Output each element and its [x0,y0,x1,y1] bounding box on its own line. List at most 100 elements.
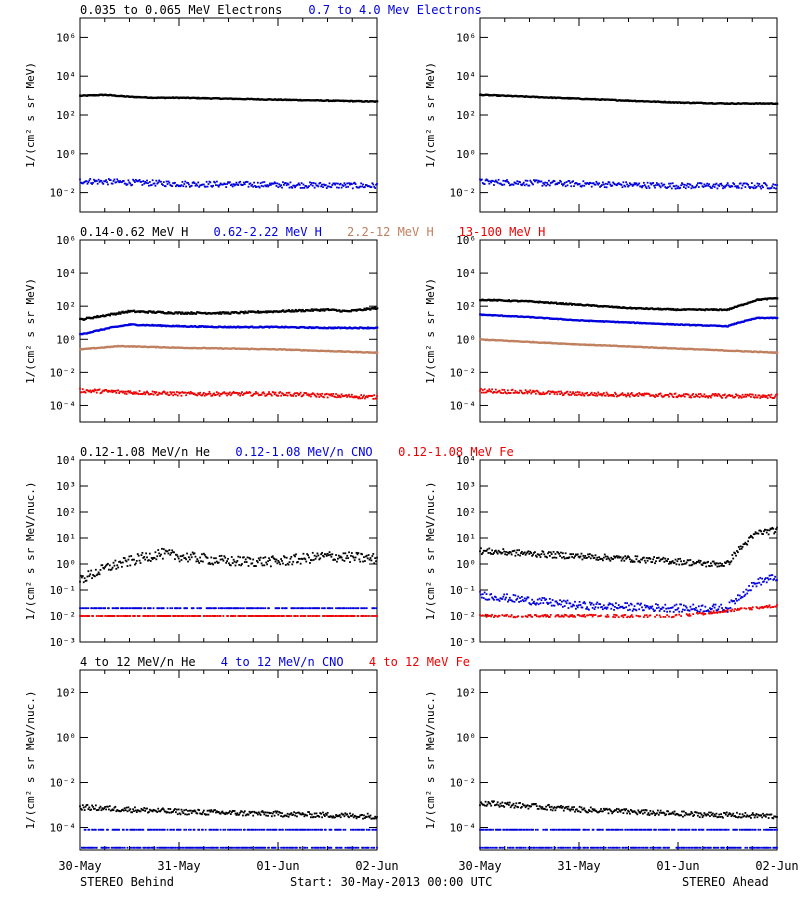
data-point [316,99,319,102]
data-point [231,326,234,329]
data-point [735,554,737,557]
data-point [671,101,674,104]
data-point [691,563,694,566]
data-point [489,551,492,554]
data-point [107,562,109,565]
data-point [166,391,169,394]
data-point [127,323,130,327]
data-point [229,347,232,350]
data-point [712,183,715,186]
data-point [208,390,211,393]
data-point [607,320,610,323]
data-point [630,321,633,324]
data-point [723,393,726,396]
data-point [499,299,502,302]
data-point [103,328,106,331]
data-point [632,394,635,397]
data-point [124,559,127,562]
data-point [369,394,372,397]
data-point [92,181,94,184]
data-point [647,322,650,325]
data-point [512,315,515,318]
data-point [557,551,560,554]
data-point [345,615,348,617]
data-point [638,306,641,310]
data-point [512,339,515,342]
data-point [246,97,249,100]
data-point [615,99,618,102]
data-point [757,316,760,319]
data-point [748,102,751,105]
data-point [259,348,262,351]
data-point [541,316,544,319]
data-point [523,340,527,343]
data-point [587,182,589,185]
data-point [145,310,148,314]
data-point [362,560,364,563]
data-point [533,179,535,182]
data-point [373,100,377,103]
data-point [244,98,247,101]
data-point [515,340,518,343]
data-point [620,559,623,562]
data-point [530,603,533,606]
data-point [756,182,759,185]
data-point [513,391,516,394]
data-point [341,394,344,397]
data-point [706,348,709,351]
data-point [640,185,642,188]
data-point [216,97,219,100]
data-point [276,615,279,617]
data-point [316,349,319,352]
data-point [704,185,707,188]
data-point [210,312,214,315]
data-point [143,607,146,610]
data-point [209,607,212,610]
data-point [102,389,105,392]
data-point [228,181,231,184]
data-point [330,393,333,396]
data-point [748,394,750,397]
data-point [324,393,327,396]
data-point [768,102,771,105]
data-point [750,300,754,303]
data-point [553,317,556,321]
data-point [522,392,525,395]
data-point [722,564,724,567]
data-point [222,183,225,186]
data-point [373,306,377,309]
data-point [153,345,156,348]
data-point [96,314,99,318]
data-point [194,312,198,315]
data-point [740,102,743,105]
data-point [309,607,312,610]
data-point [197,560,200,563]
data-point [302,99,305,102]
data-point [626,394,629,397]
data-point [649,322,653,325]
data-point [710,308,713,311]
y-tick-label: 10⁻⁴ [450,399,477,412]
data-point [655,393,657,396]
data-point [299,391,302,394]
data-point [259,310,262,313]
data-point [667,323,670,326]
data-point [553,180,556,183]
y-tick-label: 10⁻³ [450,636,477,649]
data-point [91,615,94,617]
data-point [81,607,84,610]
data-point [172,394,175,397]
data-point [674,101,677,104]
data-point [581,304,584,307]
data-point [562,342,566,345]
data-point [606,305,609,308]
data-point [753,396,756,399]
data-point [307,99,310,102]
data-point [602,344,606,347]
data-point [136,553,139,555]
data-point [737,102,740,105]
data-point [108,390,111,393]
data-point [630,392,633,394]
data-point [243,326,246,329]
